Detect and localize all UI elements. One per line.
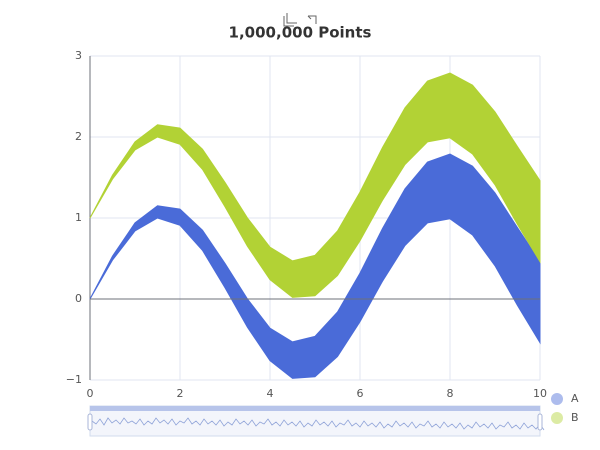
x-tick-label: 10	[533, 387, 547, 400]
reset-icon[interactable]	[307, 15, 317, 24]
y-tick-label: 2	[75, 130, 82, 143]
zoom-bar[interactable]	[90, 406, 540, 411]
x-tick-label: 0	[87, 387, 94, 400]
y-tick-label: 3	[75, 49, 82, 62]
y-tick-label: −1	[66, 373, 82, 386]
x-tick-label: 2	[177, 387, 184, 400]
data-zoom[interactable]	[87, 405, 545, 437]
y-tick-label: 0	[75, 292, 82, 305]
chart-title: 1,000,000 Points	[229, 24, 372, 42]
y-tick-label: 1	[75, 211, 82, 224]
x-tick-label: 4	[267, 387, 274, 400]
zoom-handle[interactable]	[87, 413, 93, 431]
legend-label[interactable]: B	[571, 411, 579, 424]
toolbox[interactable]	[283, 13, 317, 27]
legend-label[interactable]: A	[571, 392, 579, 405]
legend-swatch[interactable]	[551, 393, 563, 405]
zoom-icon[interactable]	[283, 13, 297, 27]
x-tick-label: 8	[447, 387, 454, 400]
band-area	[89, 153, 541, 379]
band-area	[89, 72, 541, 298]
legend-swatch[interactable]	[551, 412, 563, 424]
zoom-handle[interactable]	[537, 413, 543, 431]
x-tick-label: 6	[357, 387, 364, 400]
zoom-preview	[91, 417, 545, 431]
